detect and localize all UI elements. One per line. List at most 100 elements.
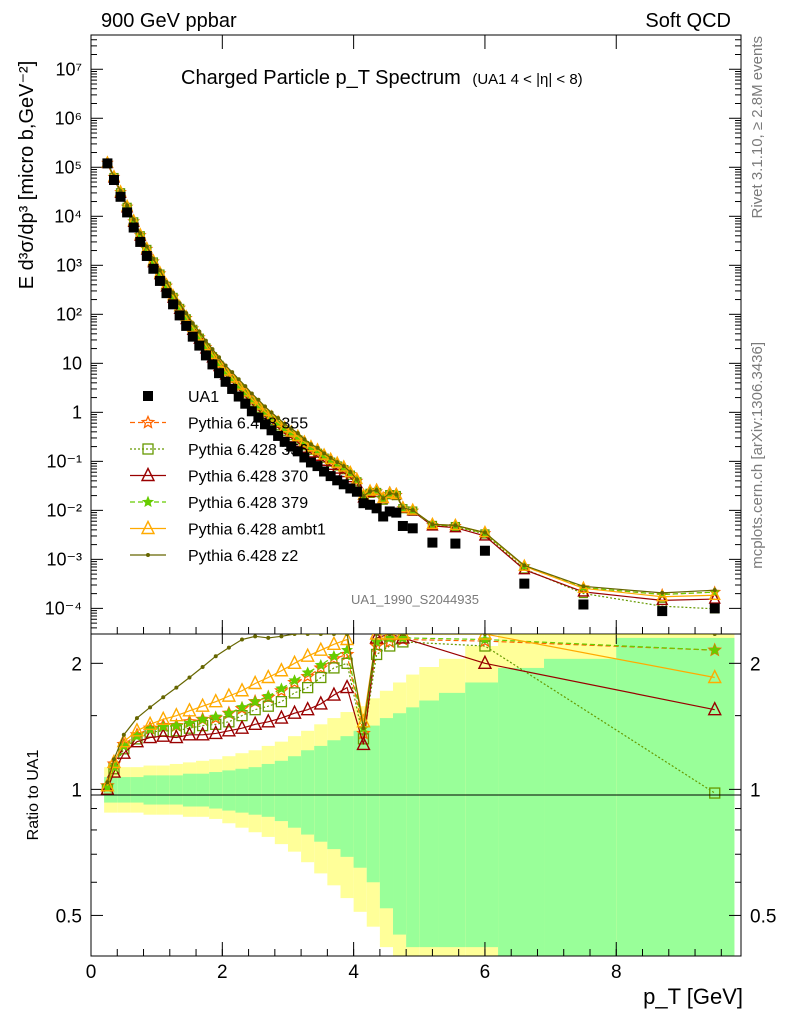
plot-subtitle: (UA1 4 < |η| < 8) (472, 71, 582, 88)
legend-label: Pythia 6.428 z2 (188, 548, 298, 565)
data-point (227, 383, 238, 394)
series-marker (106, 753, 122, 769)
data-point (578, 599, 589, 610)
series-marker (285, 424, 298, 437)
ratio-y-tick-label-right: 1 (750, 780, 761, 801)
series-marker (339, 634, 355, 646)
series-marker (387, 634, 392, 636)
data-point (168, 299, 179, 310)
x-tick-label: 0 (86, 962, 97, 983)
data-point (299, 452, 310, 463)
series-marker (708, 643, 721, 656)
series-ratio-line (106, 637, 715, 788)
series-marker (261, 713, 276, 728)
data-point (174, 310, 185, 321)
series-marker (396, 500, 410, 513)
series-marker (141, 495, 155, 508)
y-tick-label: 10⁵ (55, 157, 82, 177)
series-marker (151, 256, 156, 261)
stat-uncertainty-bin (498, 667, 545, 956)
series-line (106, 163, 715, 610)
legend-label: UA1 (188, 389, 219, 406)
series-marker (430, 522, 435, 527)
series-marker (129, 722, 145, 737)
mcplots-label: mcplots.cern.ch [arXiv:1306.3436] (749, 342, 766, 569)
ratio-y-tick-label: 2 (71, 654, 82, 675)
series-marker (245, 391, 258, 404)
series-marker (249, 704, 261, 716)
x-axis-label: p_T [GeV] (643, 984, 743, 1009)
series-marker (226, 645, 231, 650)
series-marker (581, 584, 586, 589)
data-point (338, 479, 349, 490)
series-marker (369, 634, 384, 640)
series-marker (707, 701, 722, 716)
x-tick-label: 8 (611, 962, 622, 983)
data-point (358, 498, 369, 509)
series-line (106, 162, 715, 594)
series-marker (213, 654, 218, 659)
series-marker (395, 634, 411, 640)
data-point (397, 520, 408, 531)
data-points-main (102, 158, 720, 617)
series-marker (105, 780, 110, 785)
data-point (325, 471, 336, 482)
data-point (141, 250, 152, 261)
series-marker (140, 414, 156, 429)
stat-uncertainty-bin (235, 768, 249, 813)
series-marker (236, 700, 249, 713)
data-point (214, 368, 225, 379)
data-point (407, 523, 418, 534)
stat-uncertainty-bin (222, 770, 236, 811)
series-marker (248, 715, 263, 731)
series-marker (400, 634, 405, 636)
series-marker (182, 702, 197, 717)
legend-label: Pythia 6.428 355 (188, 416, 308, 433)
series-marker (314, 658, 327, 671)
header-right: Soft QCD (645, 10, 731, 32)
series-marker (313, 660, 329, 675)
series-marker (209, 710, 222, 722)
data-point (378, 511, 389, 522)
series-marker (240, 637, 245, 642)
x-tick-label: 4 (348, 962, 359, 983)
series-marker (311, 442, 324, 455)
data-point (427, 537, 438, 548)
plot-title: Charged Particle p_T Spectrum (UA1 4 < |… (181, 67, 583, 89)
series-marker (157, 720, 170, 732)
y-tick-label: 10⁻² (46, 500, 82, 520)
data-point (319, 466, 330, 477)
series-marker (142, 728, 158, 744)
series-marker (177, 301, 182, 306)
series-marker (261, 668, 276, 684)
series-marker (190, 321, 195, 326)
series-marker (169, 728, 184, 744)
series-marker (400, 505, 405, 510)
series-marker (262, 689, 275, 702)
series-marker (344, 464, 357, 478)
data-point (108, 175, 119, 186)
series-marker (222, 706, 235, 719)
series-marker (208, 724, 223, 740)
series-marker (370, 482, 383, 495)
series-marker (262, 404, 267, 409)
data-point (657, 606, 668, 617)
series-marker (300, 701, 315, 716)
stat-uncertainty-bin (340, 736, 354, 857)
series-marker (144, 244, 149, 249)
data-point (305, 457, 316, 468)
stat-uncertainty-bin (182, 773, 197, 807)
y-tick-label: 10⁻⁴ (45, 598, 82, 618)
data-point (365, 499, 376, 510)
data-point (233, 391, 244, 402)
rivet-label: Rivet 3.1.10, ≥ 2.8M events (749, 36, 766, 219)
data-point (391, 507, 402, 518)
series-marker (223, 716, 235, 728)
data-point (240, 398, 251, 409)
stat-uncertainty-bin (169, 775, 183, 805)
series-marker (196, 712, 209, 725)
ratio-y-tick-label: 0.5 (56, 906, 82, 927)
y-tick-label: 10⁶ (55, 108, 82, 128)
x-tick-label: 6 (480, 962, 491, 983)
data-point (709, 603, 720, 614)
